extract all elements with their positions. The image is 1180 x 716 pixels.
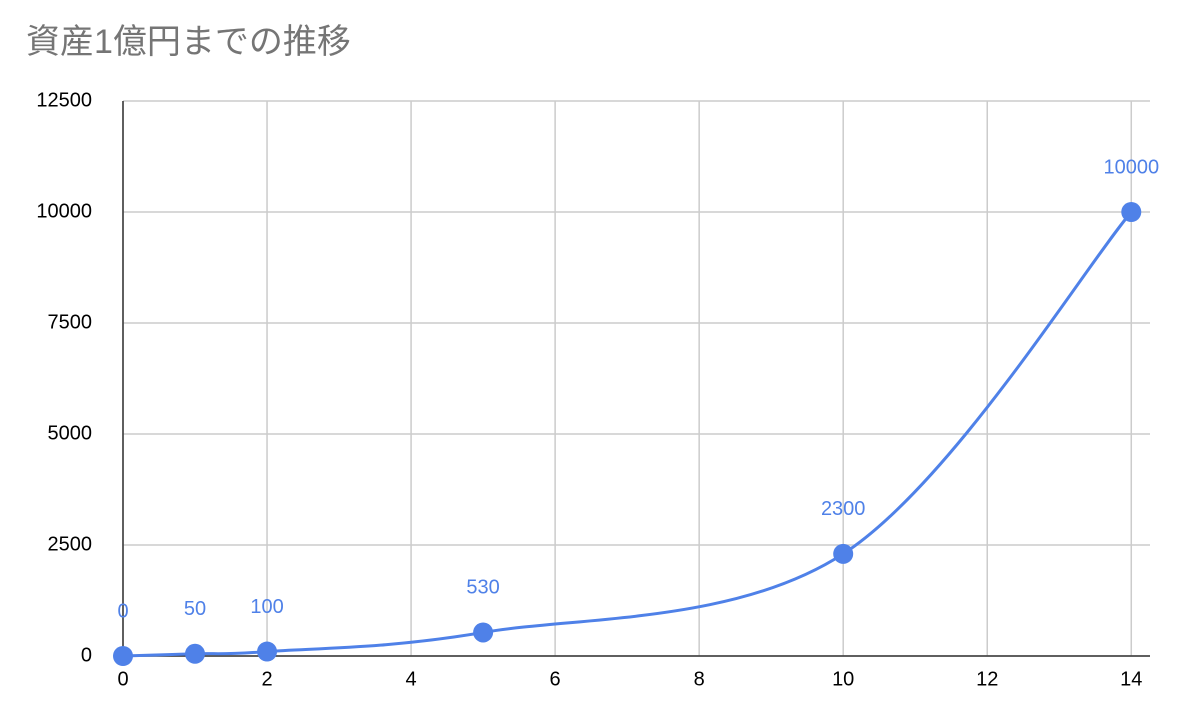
point <box>473 622 494 643</box>
data-label: 0 <box>117 600 128 622</box>
point <box>185 643 206 664</box>
line <box>122 211 1133 658</box>
y-tick-label: 10000 <box>36 200 92 222</box>
x-tick-label: 6 <box>550 668 561 690</box>
x-tick-label: 0 <box>117 668 128 690</box>
y-tick-label: 0 <box>81 644 92 666</box>
data-label: 100 <box>250 596 283 618</box>
y-tick-label: 2500 <box>48 533 93 555</box>
y-tick-label: 7500 <box>48 311 93 333</box>
point <box>113 646 133 666</box>
x-tick-label: 8 <box>694 668 705 690</box>
x-tick-label: 4 <box>406 668 417 690</box>
y-tick-label: 12500 <box>36 89 92 111</box>
point <box>257 641 278 662</box>
x-tick-label: 12 <box>976 668 998 690</box>
x-tick-label: 2 <box>261 668 272 690</box>
data-label: 10000 <box>1103 156 1159 178</box>
data-label: 530 <box>466 577 499 599</box>
x-tick-label: 10 <box>832 668 854 690</box>
x-tick-label: 14 <box>1120 668 1142 690</box>
point <box>1121 202 1142 222</box>
point <box>833 543 854 564</box>
data-label: 50 <box>184 598 206 620</box>
y-tick-label: 5000 <box>48 422 93 444</box>
chart-title: 資産1億円までの推移 <box>26 23 351 61</box>
data-label: 2300 <box>821 498 866 520</box>
